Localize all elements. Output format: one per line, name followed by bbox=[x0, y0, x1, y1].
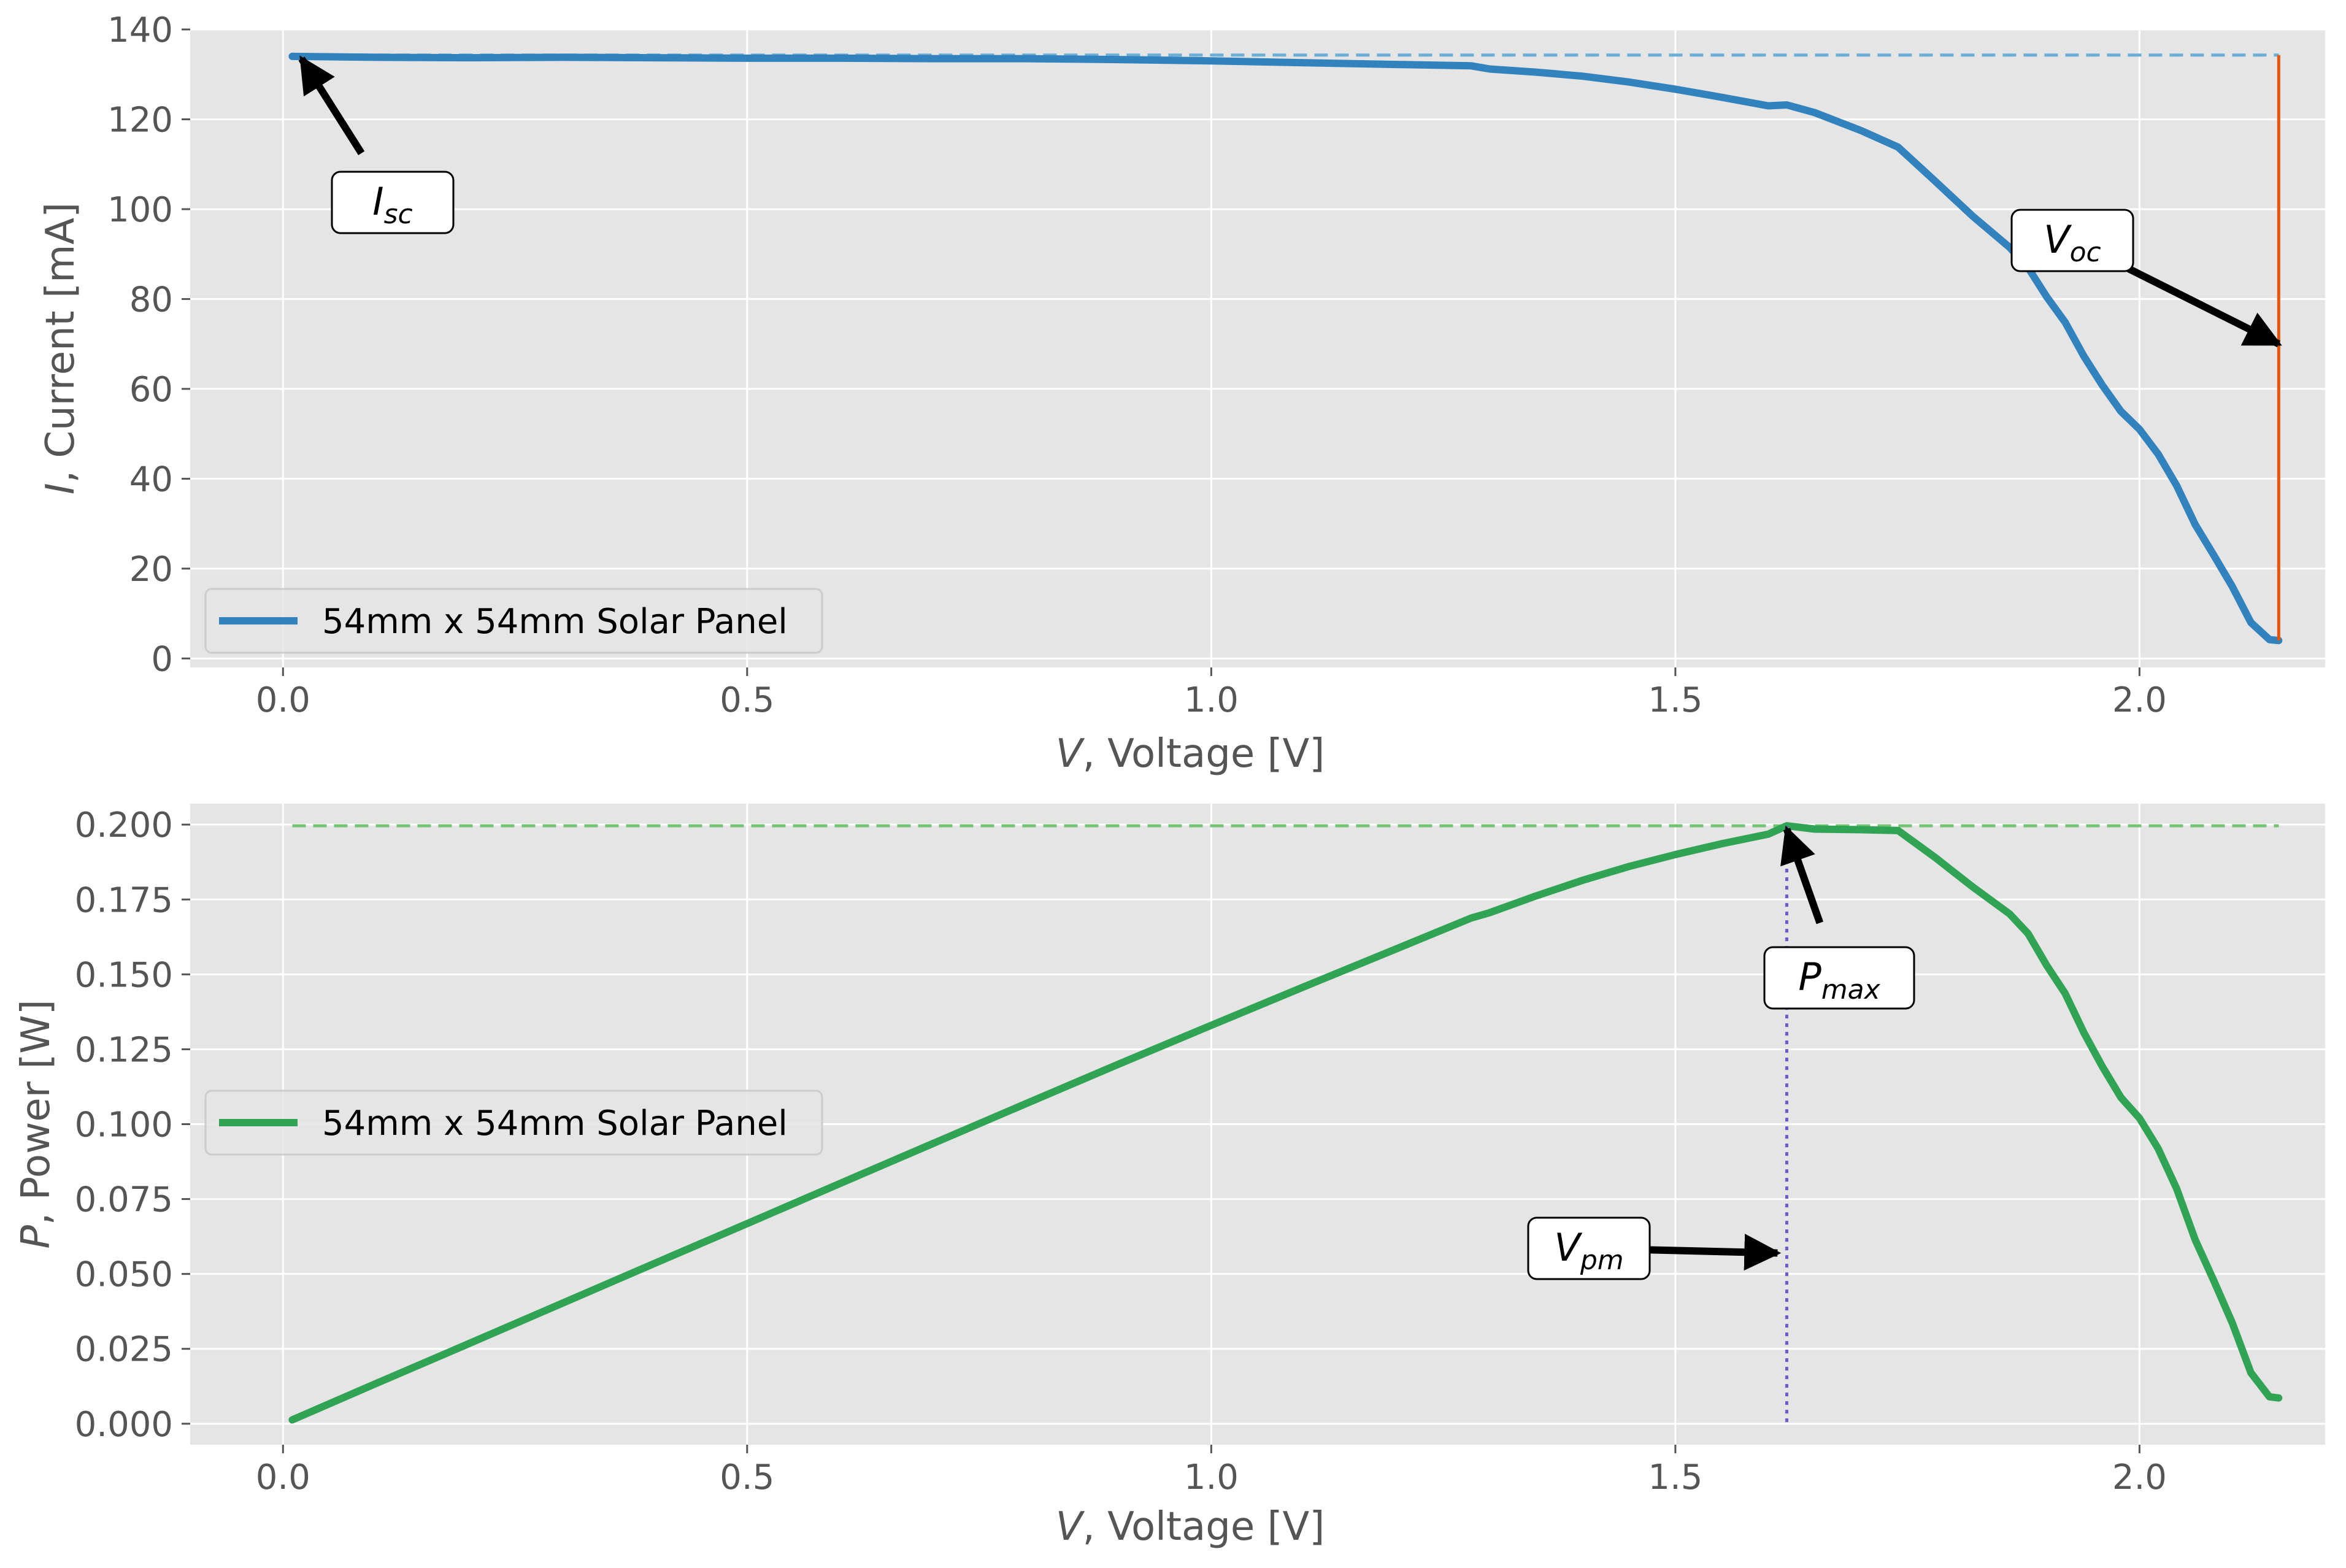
y-tick-label: 0.050 bbox=[75, 1255, 173, 1295]
x-tick-label: 2.0 bbox=[2112, 680, 2167, 720]
x-tick-label: 2.0 bbox=[2112, 1458, 2167, 1497]
x-axis-label: V, Voltage [V] bbox=[1056, 1504, 1325, 1550]
current-voltage-chart: 0.0 0.5 1.0 1.5 2.0 0 20 40 60 80 100 120 140 V, Volt… bbox=[38, 10, 2325, 777]
legend-entry: 54mm x 54mm Solar Panel bbox=[322, 1104, 788, 1143]
y-axis-label: P, Power [W] bbox=[13, 999, 59, 1248]
y-tick-label: 0.125 bbox=[75, 1030, 173, 1070]
x-tick-label: 0.5 bbox=[720, 1458, 774, 1497]
y-tick-label: 0.175 bbox=[75, 880, 173, 920]
y-tick-label: 0.100 bbox=[75, 1105, 173, 1145]
legend-box bbox=[204, 1090, 823, 1156]
series-line bbox=[288, 52, 2283, 645]
x-tick-label: 1.5 bbox=[1648, 1458, 1702, 1497]
annotation-arrow bbox=[298, 55, 365, 155]
annotation-arrow bbox=[2123, 263, 2282, 348]
power-voltage-chart: 0.0 0.5 1.0 1.5 2.0 0.000 0.025 0.050 0.075 0.100… bbox=[13, 804, 2325, 1550]
annotation-arrow bbox=[1647, 1234, 1782, 1271]
y-tick-label: 0 bbox=[151, 639, 173, 679]
x-axis-label: V, Voltage [V] bbox=[1056, 731, 1325, 777]
y-tick-label: 20 bbox=[129, 550, 173, 590]
x-tick-label: 0.5 bbox=[720, 680, 774, 720]
y-tick-label: 0.025 bbox=[75, 1330, 173, 1370]
x-tick-label: 1.5 bbox=[1648, 680, 1702, 720]
y-tick-label: 100 bbox=[107, 190, 173, 230]
annotation-label: Vpm bbox=[1554, 1225, 1623, 1276]
y-tick-label: 120 bbox=[107, 100, 173, 140]
plot-area bbox=[190, 29, 2325, 667]
y-tick-label: 40 bbox=[129, 459, 173, 499]
y-tick-label: 0.000 bbox=[75, 1405, 173, 1445]
x-tick-label: 1.0 bbox=[1184, 1458, 1239, 1497]
y-tick-label: 0.200 bbox=[75, 805, 173, 845]
annotation-box bbox=[1763, 946, 1915, 1010]
annotation-box bbox=[1527, 1216, 1651, 1280]
y-tick-label: 140 bbox=[107, 10, 173, 50]
y-tick-label: 80 bbox=[129, 280, 173, 320]
annotation-label: Voc bbox=[2044, 217, 2101, 268]
y-tick-label: 0.150 bbox=[75, 955, 173, 995]
x-tick-label: 1.0 bbox=[1184, 680, 1239, 720]
x-tick-label: 0.0 bbox=[256, 680, 310, 720]
y-tick-label: 0.075 bbox=[75, 1180, 173, 1220]
annotation-label: Pmax bbox=[1798, 955, 1880, 1005]
legend-entry: 54mm x 54mm Solar Panel bbox=[322, 602, 788, 642]
legend-box bbox=[204, 588, 823, 654]
annotation-arrow bbox=[1780, 825, 1824, 924]
annotation-box bbox=[2010, 209, 2134, 272]
annotation-box bbox=[331, 171, 455, 234]
y-tick-label: 60 bbox=[129, 370, 173, 410]
annotation-label: Isc bbox=[372, 179, 412, 230]
y-axis-label: I, Current [mA] bbox=[38, 202, 83, 494]
x-tick-label: 0.0 bbox=[256, 1458, 310, 1497]
